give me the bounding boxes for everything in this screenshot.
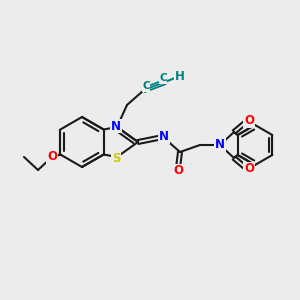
Text: N: N	[111, 119, 121, 133]
Text: N: N	[159, 130, 169, 143]
Text: H: H	[175, 70, 185, 83]
Text: C: C	[142, 81, 150, 91]
Text: O: O	[47, 151, 57, 164]
Text: C: C	[159, 73, 167, 83]
Text: O: O	[244, 115, 254, 128]
Text: S: S	[112, 152, 120, 164]
Text: N: N	[215, 139, 225, 152]
Text: O: O	[173, 164, 183, 178]
Text: O: O	[244, 163, 254, 176]
